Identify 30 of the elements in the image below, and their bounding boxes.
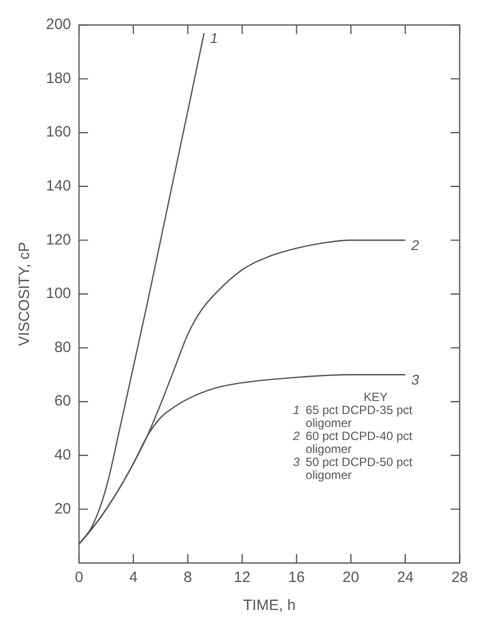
- x-tick-label: 20: [342, 569, 360, 586]
- x-tick-label: 4: [129, 569, 138, 586]
- series-label: 3: [411, 372, 420, 388]
- x-tick-label: 28: [451, 569, 468, 586]
- y-tick-label: 200: [46, 16, 72, 34]
- y-tick-label: 140: [46, 178, 72, 195]
- text: 3: [292, 455, 300, 470]
- y-tick-label: 60: [54, 392, 72, 410]
- x-tick-label: 12: [234, 569, 250, 586]
- y-tick-label: 160: [46, 124, 72, 141]
- annotation: 65 pct DCPD-35 pct oligomer: [306, 403, 414, 430]
- y-tick-label: 180: [46, 70, 72, 87]
- x-tick-label: 24: [396, 569, 414, 586]
- x-tick-label: 8: [184, 569, 192, 586]
- annotation: 50 pct DCPD-50 pct oligomer: [306, 455, 414, 482]
- y-tick-label: 120: [46, 231, 72, 248]
- text: 1: [292, 403, 300, 418]
- y-tick-label: 80: [54, 338, 72, 356]
- x-tick-label: 16: [288, 569, 305, 586]
- y-tick-label: 40: [54, 446, 72, 464]
- legend-label: 2: [410, 237, 420, 254]
- y-axis-title: VISCOSITY, cP: [16, 242, 34, 346]
- text: 2: [292, 429, 300, 444]
- legend-title: KEY: [364, 390, 388, 404]
- annotation: 60 pct DCPD-40 pct oligomer: [306, 429, 414, 456]
- legend-label: 1: [210, 30, 218, 46]
- x-axis-title: TIME, h: [243, 597, 296, 614]
- x-tick-label: 0: [74, 569, 84, 586]
- y-tick-label: 20: [54, 500, 72, 518]
- y-tick-label: 100: [46, 285, 72, 302]
